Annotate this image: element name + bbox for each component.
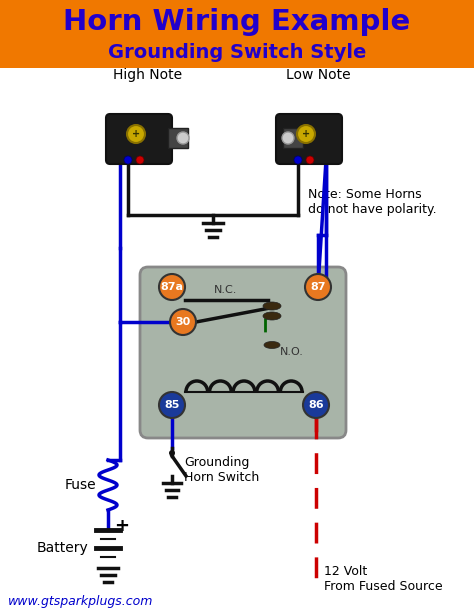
Circle shape xyxy=(124,156,132,164)
Circle shape xyxy=(297,125,315,143)
Text: 86: 86 xyxy=(308,400,324,410)
Circle shape xyxy=(127,125,145,143)
Circle shape xyxy=(159,392,185,418)
Ellipse shape xyxy=(263,302,281,310)
Text: N.C.: N.C. xyxy=(214,285,237,295)
Ellipse shape xyxy=(263,312,281,320)
Text: 87: 87 xyxy=(310,282,326,292)
FancyBboxPatch shape xyxy=(106,114,172,164)
Text: +: + xyxy=(114,517,129,535)
Text: Low Note: Low Note xyxy=(286,68,350,82)
Circle shape xyxy=(159,274,185,300)
Text: 85: 85 xyxy=(164,400,180,410)
Circle shape xyxy=(294,156,302,164)
Circle shape xyxy=(170,309,196,335)
Circle shape xyxy=(177,132,189,144)
Text: 87a: 87a xyxy=(161,282,183,292)
Text: Battery: Battery xyxy=(36,541,88,555)
Circle shape xyxy=(303,392,329,418)
Ellipse shape xyxy=(264,341,280,349)
Text: Grounding Switch Style: Grounding Switch Style xyxy=(108,42,366,61)
FancyBboxPatch shape xyxy=(276,114,342,164)
Bar xyxy=(0,0,474,68)
Circle shape xyxy=(305,274,331,300)
Text: +: + xyxy=(132,129,140,139)
Text: 12 Volt
From Fused Source: 12 Volt From Fused Source xyxy=(324,565,443,593)
Bar xyxy=(283,128,303,148)
Text: High Note: High Note xyxy=(113,68,182,82)
FancyBboxPatch shape xyxy=(140,267,346,438)
Text: Fuse: Fuse xyxy=(64,478,96,492)
Circle shape xyxy=(136,156,144,164)
Text: www.gtsparkplugs.com: www.gtsparkplugs.com xyxy=(8,595,154,608)
Bar xyxy=(168,128,188,148)
Text: N.O.: N.O. xyxy=(280,347,304,357)
Text: 30: 30 xyxy=(175,317,191,327)
Text: Grounding
Horn Switch: Grounding Horn Switch xyxy=(184,456,259,484)
Text: Note: Some Horns
do not have polarity.: Note: Some Horns do not have polarity. xyxy=(308,188,437,216)
Circle shape xyxy=(306,156,314,164)
Text: Horn Wiring Example: Horn Wiring Example xyxy=(64,8,410,36)
Circle shape xyxy=(169,450,175,456)
Text: +: + xyxy=(302,129,310,139)
Circle shape xyxy=(282,132,294,144)
